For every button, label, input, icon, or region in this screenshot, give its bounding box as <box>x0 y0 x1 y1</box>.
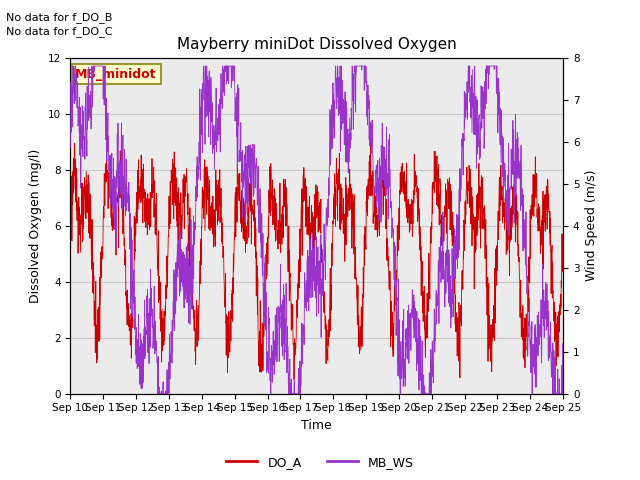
Y-axis label: Wind Speed (m/s): Wind Speed (m/s) <box>585 170 598 281</box>
X-axis label: Time: Time <box>301 419 332 432</box>
Title: Mayberry miniDot Dissolved Oxygen: Mayberry miniDot Dissolved Oxygen <box>177 37 457 52</box>
Text: No data for f_DO_B: No data for f_DO_B <box>6 12 113 23</box>
Text: No data for f_DO_C: No data for f_DO_C <box>6 26 113 37</box>
Text: MB_minidot: MB_minidot <box>76 68 157 81</box>
Legend: DO_A, MB_WS: DO_A, MB_WS <box>221 451 419 474</box>
Y-axis label: Dissolved Oxygen (mg/l): Dissolved Oxygen (mg/l) <box>29 148 42 303</box>
